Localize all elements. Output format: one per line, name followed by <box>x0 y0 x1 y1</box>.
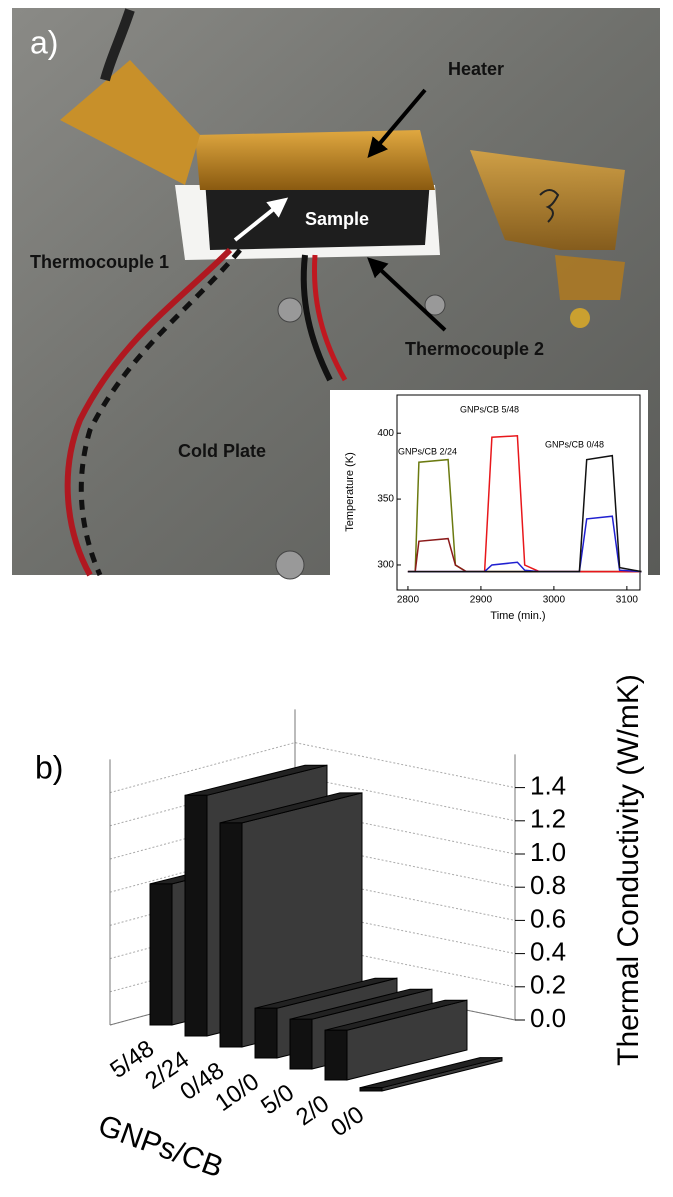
annotation: Sample <box>305 209 369 229</box>
x-tick-label: 0/0 <box>326 1101 369 1142</box>
x-tick-label: 3100 <box>616 595 639 606</box>
grid-line <box>109 941 516 993</box>
annotation: GNPs/CB 5/48 <box>460 404 519 414</box>
x-axis-title: Time (min.) <box>490 610 545 622</box>
annotation: GNPs/CB 2/24 <box>398 446 457 456</box>
y-axis-title: Temperature (K) <box>344 452 356 531</box>
inset-frame <box>396 394 641 591</box>
grid-line <box>109 841 516 893</box>
line <box>407 454 642 573</box>
grid-line <box>109 908 516 960</box>
annotation: Thermocouple 1 <box>30 252 169 272</box>
y-tick-label: 400 <box>377 428 394 439</box>
annotation: Heater <box>448 59 504 79</box>
x-axis-title: GNPs/CB <box>94 1109 227 1184</box>
panel-label: b) <box>35 749 63 785</box>
y-tick-label: 300 <box>377 560 394 571</box>
bar <box>324 999 468 1081</box>
bar-front <box>289 1018 313 1070</box>
bar <box>359 1057 503 1092</box>
annotation: Thermocouple 2 <box>405 339 544 359</box>
z-tick-label: 0.6 <box>530 903 566 933</box>
bar-front <box>149 883 173 1026</box>
x-tick-label: 3000 <box>543 595 566 606</box>
bar <box>219 792 363 1048</box>
bar-front <box>359 1087 383 1092</box>
bar-front <box>184 794 208 1037</box>
x-tick-label: 2800 <box>397 595 420 606</box>
panel-label: a) <box>30 24 58 60</box>
annotation: GNPs/CB 0/48 <box>545 439 604 449</box>
z-tick-label: 1.2 <box>530 804 566 834</box>
x-tick-label: 2/0 <box>291 1090 334 1131</box>
z-axis-title: Thermal Conductivity (W/mK) <box>612 674 645 1066</box>
inset-background <box>330 390 648 628</box>
bar-front <box>219 822 243 1048</box>
z-tick-label: 1.0 <box>530 837 566 867</box>
grid-line <box>109 874 516 926</box>
annotation: Cold Plate <box>178 441 266 461</box>
x-tick-label: 2900 <box>470 595 493 606</box>
z-tick-label: 0.8 <box>530 870 566 900</box>
bar-front <box>324 1029 348 1081</box>
grid-line <box>109 742 516 794</box>
grid-line <box>109 775 516 827</box>
z-tick-label: 0.0 <box>530 1003 566 1033</box>
z-tick-label: 0.2 <box>530 970 566 1000</box>
z-tick-label: 0.4 <box>530 936 566 966</box>
x-tick-label: 5/0 <box>256 1079 299 1120</box>
photo <box>12 8 660 580</box>
bar-front <box>254 1007 278 1059</box>
grid-line <box>109 808 516 860</box>
z-tick-label: 1.4 <box>530 770 566 800</box>
y-tick-label: 350 <box>377 494 394 505</box>
